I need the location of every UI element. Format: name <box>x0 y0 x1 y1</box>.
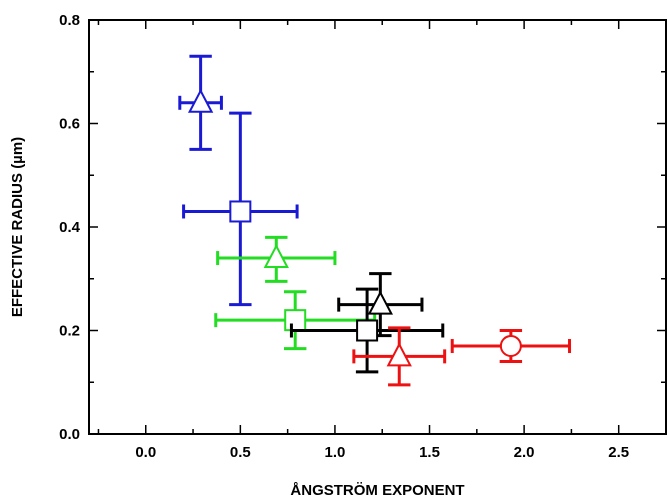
x-tick-label: 1.0 <box>325 444 346 461</box>
data-point <box>218 237 335 281</box>
x-tick-label: 1.5 <box>419 444 440 461</box>
y-tick-label: 0.6 <box>59 116 80 133</box>
circle-marker <box>501 336 521 356</box>
y-tick-label: 0.4 <box>59 219 81 236</box>
y-tick-label: 0.0 <box>59 426 80 443</box>
data-point <box>291 289 442 372</box>
x-axis-label: ÅNGSTRÖM EXPONENT <box>290 482 464 499</box>
y-tick-label: 0.8 <box>59 12 80 29</box>
square-marker <box>357 321 377 341</box>
y-axis-label: EFFECTIVE RADIUS (µm) <box>9 137 26 317</box>
square-marker <box>285 310 305 330</box>
y-tick-label: 0.2 <box>59 323 80 340</box>
data-point <box>180 56 222 149</box>
x-tick-label: 0.0 <box>135 444 156 461</box>
x-tick-label: 0.5 <box>230 444 251 461</box>
x-tick-label: 2.5 <box>608 444 629 461</box>
data-point <box>339 274 422 336</box>
square-marker <box>230 201 250 221</box>
data-point <box>452 331 569 362</box>
x-tick-label: 2.0 <box>514 444 535 461</box>
